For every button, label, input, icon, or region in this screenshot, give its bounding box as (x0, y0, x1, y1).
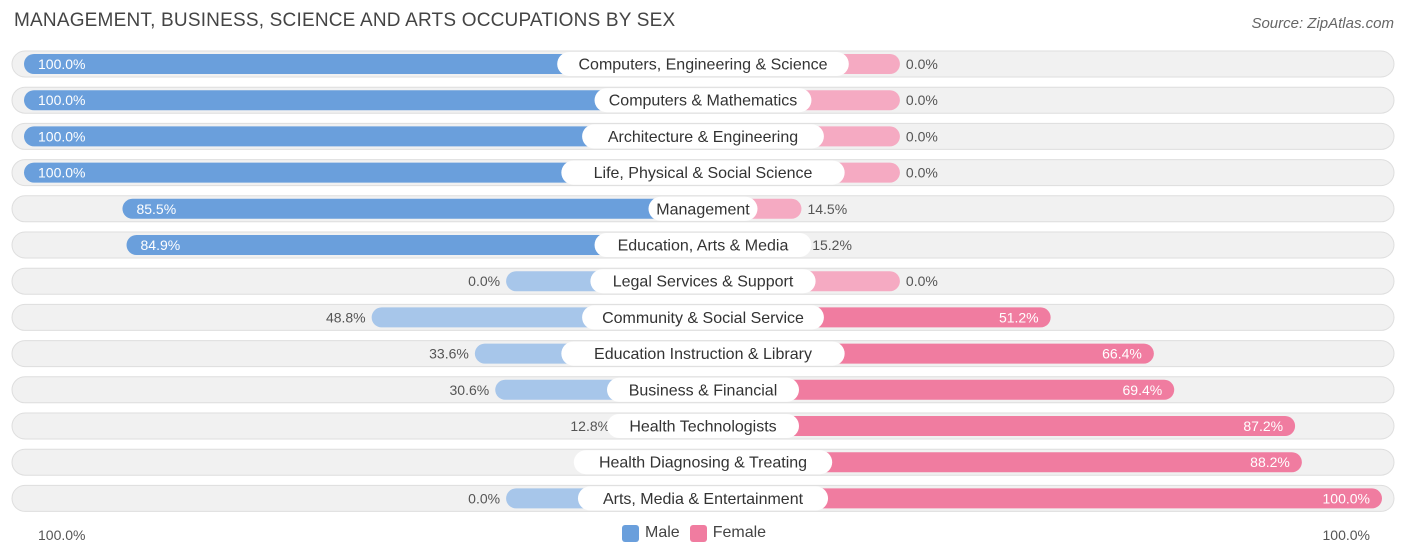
axis-right-label: 100.0% (1322, 527, 1370, 543)
category-pill (557, 52, 849, 76)
female-value-label: 0.0% (906, 165, 938, 181)
male-value-label: 48.8% (326, 309, 366, 325)
category-label: Arts, Media & Entertainment (603, 491, 804, 508)
male-value-label: 100.0% (38, 56, 85, 72)
male-bar (126, 235, 714, 255)
female-bar (693, 416, 1296, 436)
male-bar (24, 162, 713, 183)
male-value-label: 0.0% (468, 490, 500, 506)
category-pill (607, 377, 799, 402)
legend-label-male: Male (645, 524, 680, 541)
category-pill (561, 341, 845, 366)
category-label: Computers, Engineering & Science (578, 57, 827, 74)
category-pill (582, 124, 824, 149)
category-pill (577, 486, 829, 511)
category-pill (561, 160, 845, 185)
male-bar (122, 198, 713, 219)
male-value-label: 33.6% (429, 346, 469, 362)
female-value-label: 100.0% (1323, 490, 1370, 506)
legend-item-female: Female (689, 524, 767, 542)
male-value-label: 100.0% (38, 128, 85, 144)
male-value-label: 100.0% (38, 92, 85, 108)
chart-title: MANAGEMENT, BUSINESS, SCIENCE AND ARTS O… (14, 10, 676, 31)
female-value-label: 0.0% (906, 128, 938, 144)
axis-left-label: 100.0% (38, 527, 86, 543)
female-value-label: 15.2% (812, 237, 852, 253)
female-value-label: 66.4% (1102, 346, 1142, 362)
category-pill (648, 196, 758, 221)
source-label: Source: ZipAtlas.com (1251, 15, 1394, 32)
female-value-label: 51.2% (999, 309, 1039, 325)
legend: Male Female (622, 524, 766, 542)
male-value-label: 85.5% (136, 201, 176, 217)
female-value-label: 14.5% (807, 201, 847, 217)
female-value-label: 88.2% (1250, 454, 1290, 470)
male-value-label: 0.0% (468, 273, 500, 289)
legend-item-male: Male (622, 524, 680, 542)
category-label: Education, Arts & Media (618, 238, 789, 255)
category-label: Education Instruction & Library (594, 346, 812, 363)
category-pill (573, 450, 833, 475)
male-value-label: 30.6% (450, 382, 490, 398)
female-bar (693, 452, 1302, 473)
category-pill (590, 269, 816, 294)
category-label: Community & Social Service (602, 310, 804, 327)
category-pill (594, 233, 812, 257)
category-label: Management (656, 201, 750, 218)
female-value-label: 87.2% (1243, 418, 1283, 434)
female-value-label: 0.0% (906, 273, 938, 289)
male-bar (24, 54, 713, 74)
category-label: Architecture & Engineering (608, 129, 798, 146)
legend-swatch-female (689, 524, 707, 542)
male-value-label: 100.0% (38, 165, 85, 181)
category-pill (594, 88, 812, 113)
female-bar (693, 379, 1175, 400)
category-pill (607, 414, 799, 438)
category-label: Business & Financial (629, 382, 778, 399)
diverging-bar-chart: 100.0% 0.0% Computers, Engineering & Scien… (11, 50, 1395, 512)
female-value-label: 0.0% (906, 92, 938, 108)
male-bar (24, 126, 713, 147)
category-label: Computers & Mathematics (609, 93, 798, 110)
category-label: Health Diagnosing & Treating (599, 455, 807, 472)
category-label: Legal Services & Support (613, 274, 794, 291)
male-value-label: 12.8% (570, 418, 610, 434)
female-bar (693, 488, 1382, 509)
legend-swatch-male (622, 524, 639, 542)
category-pill (582, 305, 824, 330)
legend-label-female: Female (712, 524, 767, 541)
female-value-label: 69.4% (1123, 382, 1163, 398)
male-value-label: 84.9% (141, 237, 181, 253)
female-value-label: 0.0% (906, 56, 938, 72)
category-label: Health Technologists (629, 419, 776, 436)
category-label: Life, Physical & Social Science (594, 165, 813, 182)
male-bar (24, 90, 713, 111)
